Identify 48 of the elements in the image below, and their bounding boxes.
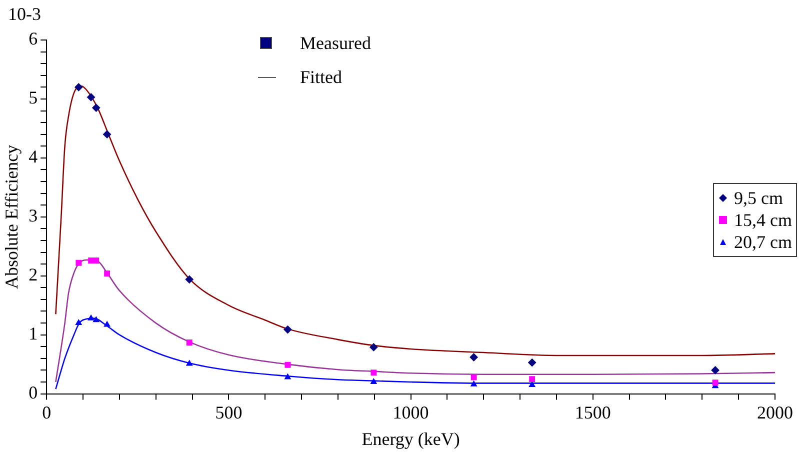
point [186, 340, 192, 346]
point [74, 83, 83, 92]
point [92, 104, 100, 112]
point [186, 360, 192, 366]
point [103, 130, 112, 138]
point [528, 358, 536, 367]
point [470, 353, 478, 362]
point [93, 316, 100, 322]
annotation: Measured [300, 32, 371, 54]
y-tick-label: 4 [28, 146, 38, 167]
point [370, 378, 377, 384]
point [528, 381, 536, 387]
point [284, 362, 291, 368]
y-tick-label: 3 [28, 206, 38, 226]
annotation: Fitted [300, 66, 342, 88]
y-tick-label: 1 [28, 324, 38, 344]
x-tick-label: 500 [215, 402, 242, 422]
y-tick-label: 5 [28, 88, 38, 108]
point [76, 260, 82, 266]
legend-label: 9,5 cm [734, 187, 783, 209]
point [370, 343, 378, 352]
point [284, 326, 292, 334]
point [185, 275, 194, 284]
y-tick-label: 6 [28, 28, 38, 49]
legend-label: 15,4 cm [734, 209, 792, 231]
point [76, 320, 82, 326]
y-tick-label: 2 [28, 264, 38, 285]
point [284, 374, 291, 380]
point [104, 321, 110, 327]
x-tick-label: 1500 [574, 402, 611, 422]
x-tick-label: 1000 [392, 402, 429, 422]
legend-label: 20,7 cm [734, 231, 792, 253]
y-tick-label: 0 [28, 382, 38, 403]
point [370, 370, 377, 376]
x-axis-title: Energy (keV) [362, 428, 460, 449]
text: 10-3 [8, 4, 41, 25]
x-tick-label: 0 [42, 402, 52, 422]
point [470, 380, 477, 386]
point [529, 376, 536, 382]
point [712, 380, 718, 386]
x-tick-label: 2000 [757, 402, 793, 422]
y-axis-title: Absolute Efficiency [2, 144, 22, 289]
point [87, 93, 96, 102]
point [88, 314, 94, 320]
line-series [55, 259, 775, 383]
point [470, 374, 477, 380]
point [711, 366, 720, 374]
point [104, 270, 110, 276]
